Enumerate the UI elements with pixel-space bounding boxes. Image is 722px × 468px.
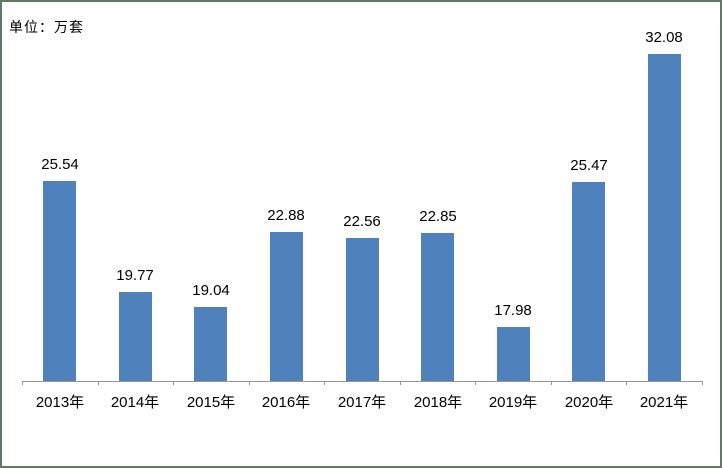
bar-2021年	[648, 54, 681, 381]
bar-value-label: 19.04	[192, 282, 230, 299]
x-axis-tick	[551, 381, 552, 385]
bar-value-label: 25.54	[41, 156, 79, 173]
bar-2020年	[572, 182, 605, 381]
x-axis-tick	[173, 381, 174, 385]
x-axis-labels: 2013年 2014年 2015年 2016年 2017年 2018年 2019年 2020年…	[22, 391, 702, 411]
x-axis-tick	[475, 381, 476, 385]
x-axis-label: 2018年	[413, 394, 463, 411]
bar-2018年	[421, 233, 454, 381]
bar-value-label: 22.88	[267, 207, 305, 224]
x-axis-label: 2015年	[186, 394, 236, 411]
bar-2019年	[497, 327, 530, 381]
x-axis-label: 2019年	[488, 394, 538, 411]
bar-value-label: 22.56	[343, 213, 381, 230]
x-axis-tick	[702, 381, 703, 385]
x-axis-tick	[249, 381, 250, 385]
bar-2014年	[119, 292, 152, 381]
x-axis-label: 2014年	[110, 394, 160, 411]
bar-value-label: 32.08	[645, 29, 683, 46]
x-axis-tick	[400, 381, 401, 385]
x-axis-label: 2016年	[261, 394, 311, 411]
bar-value-label: 17.98	[494, 302, 532, 319]
x-axis-label: 2013年	[35, 394, 85, 411]
bar-value-label: 19.77	[116, 267, 154, 284]
x-axis-tick	[98, 381, 99, 385]
unit-label: 单位：万套	[9, 19, 84, 35]
bar-value-label: 22.85	[419, 208, 457, 225]
bar-2013年	[43, 181, 76, 381]
plot-area: 25.54 19.77 19.04 22.88 22.56 22.85 17.98 25.47…	[22, 2, 703, 385]
bar-value-label: 25.47	[570, 157, 608, 174]
bar-2017年	[346, 238, 379, 381]
x-axis-tick	[324, 381, 325, 385]
bar-2015年	[194, 307, 227, 381]
x-axis-tick	[626, 381, 627, 385]
bar-2016年	[270, 232, 303, 381]
x-axis-label: 2017年	[337, 394, 387, 411]
x-axis-tick	[22, 381, 23, 385]
x-axis-label: 2021年	[639, 394, 689, 411]
x-axis-label: 2020年	[564, 394, 614, 411]
